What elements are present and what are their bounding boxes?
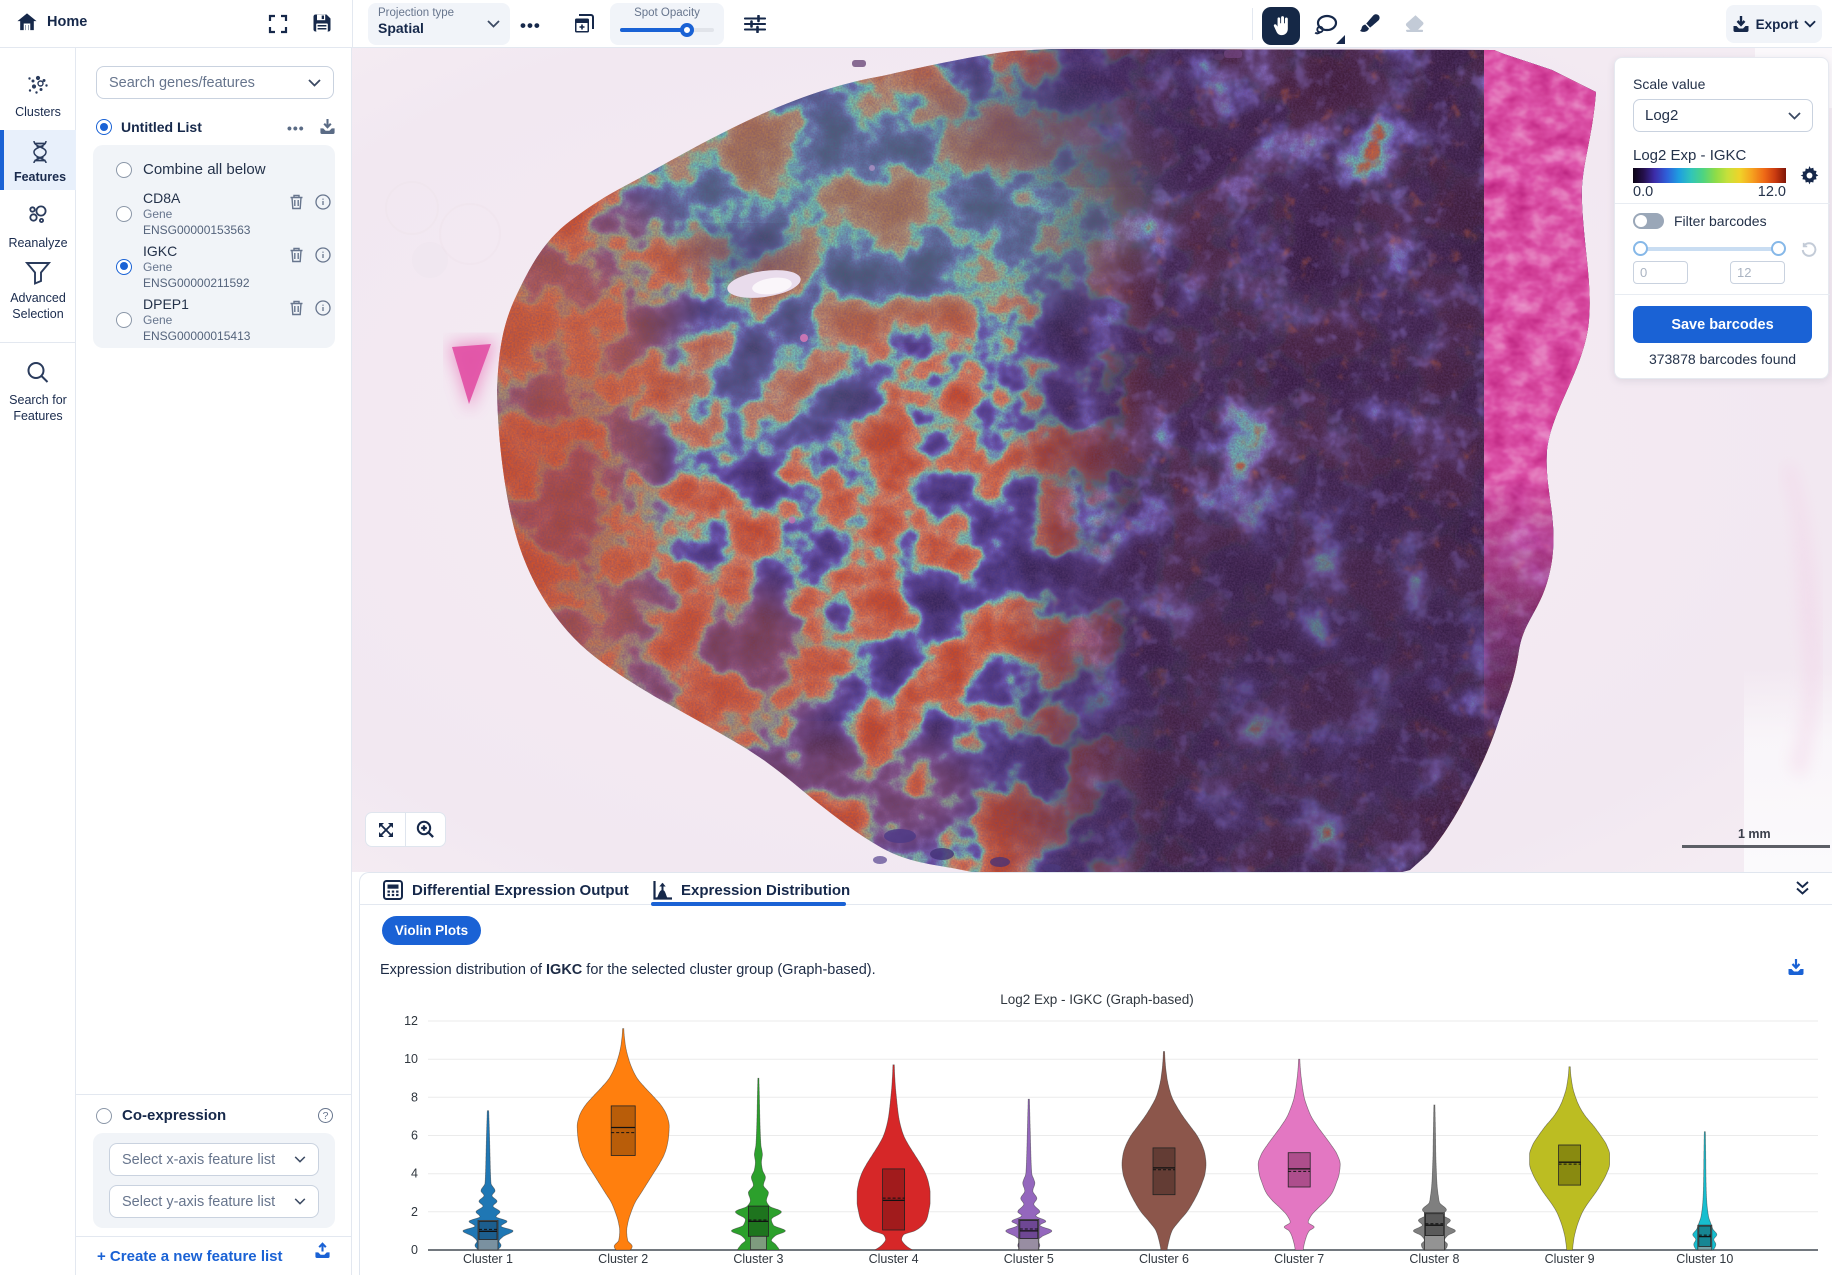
svg-text:Cluster 6: Cluster 6 — [1139, 1252, 1189, 1266]
svg-text:4: 4 — [411, 1167, 418, 1181]
svg-text:Cluster 8: Cluster 8 — [1409, 1252, 1459, 1266]
svg-text:Cluster 5: Cluster 5 — [1004, 1252, 1054, 1266]
svg-text:Cluster 2: Cluster 2 — [598, 1252, 648, 1266]
svg-text:12: 12 — [404, 1014, 418, 1028]
svg-text:Cluster 3: Cluster 3 — [733, 1252, 783, 1266]
svg-text:Cluster 7: Cluster 7 — [1274, 1252, 1324, 1266]
svg-text:Cluster 4: Cluster 4 — [869, 1252, 919, 1266]
svg-text:0: 0 — [411, 1243, 418, 1257]
svg-text:Log2 Exp - IGKC (Graph-based): Log2 Exp - IGKC (Graph-based) — [1000, 992, 1194, 1007]
svg-text:6: 6 — [411, 1129, 418, 1143]
svg-text:Cluster 9: Cluster 9 — [1545, 1252, 1595, 1266]
svg-text:2: 2 — [411, 1205, 418, 1219]
svg-text:8: 8 — [411, 1090, 418, 1104]
svg-text:Cluster 10: Cluster 10 — [1676, 1252, 1733, 1266]
svg-text:Cluster 1: Cluster 1 — [463, 1252, 513, 1266]
svg-text:10: 10 — [404, 1052, 418, 1066]
